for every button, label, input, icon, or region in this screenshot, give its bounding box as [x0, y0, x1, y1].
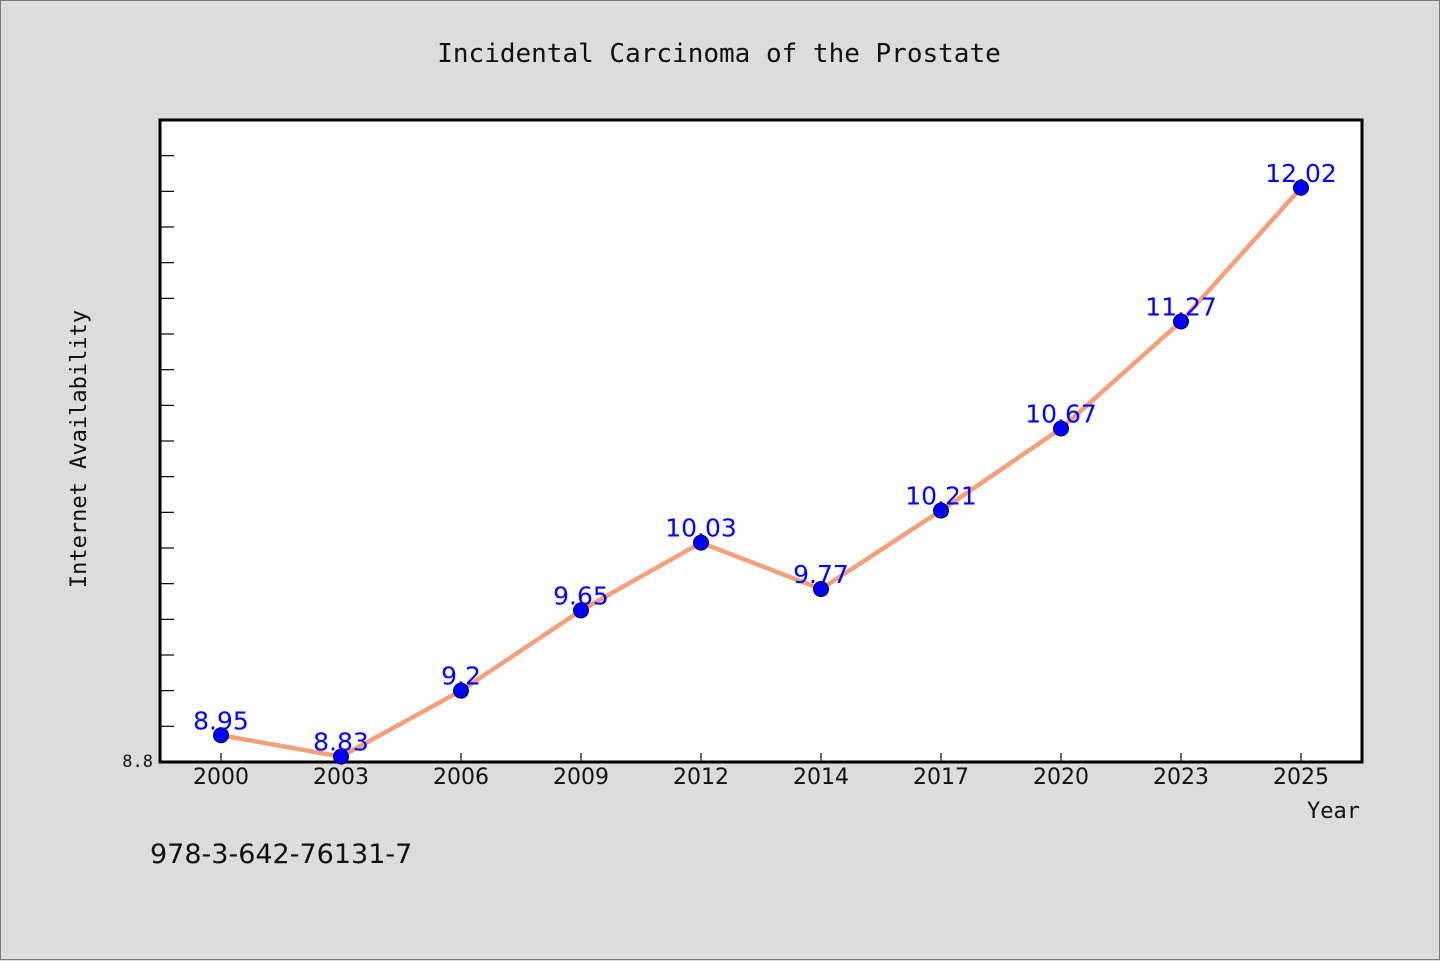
data-point: [213, 727, 229, 744]
y-axis-label: Internet Availability: [67, 310, 92, 588]
x-tick-label: 2020: [1033, 765, 1089, 790]
data-label: 9.65: [553, 581, 609, 610]
x-tick-label: 2023: [1153, 765, 1209, 790]
data-label: 10.03: [665, 514, 737, 543]
data-point: [1293, 179, 1309, 196]
data-point: [933, 502, 949, 519]
data-label-group: 8.95 8.83 9.2 9.65 10.03 9.77 10.21 10.67 11.27 1…: [193, 159, 1337, 757]
x-tick-label: 2003: [313, 765, 369, 790]
data-label: 11.27: [1145, 293, 1217, 322]
data-label: 9.77: [793, 560, 849, 589]
x-tick-label: 2006: [433, 765, 489, 790]
chart-title: Incidental Carcinoma of the Prostate: [437, 39, 1001, 69]
y-axis-ticks: [160, 119, 174, 763]
x-tick-label: 2025: [1273, 765, 1329, 790]
data-point: [693, 534, 709, 551]
data-point: [453, 682, 469, 699]
data-point: [813, 581, 829, 598]
footer-code: 978-3-642-76131-7: [150, 839, 412, 870]
data-point: [1053, 420, 1069, 437]
data-label: 10.67: [1025, 400, 1097, 429]
data-label: 10.21: [905, 482, 977, 511]
plot-area: [158, 118, 1364, 764]
x-tick-label: 2014: [793, 765, 849, 790]
data-point: [333, 748, 349, 765]
data-label: 8.83: [313, 728, 369, 757]
series-group: [213, 179, 1309, 765]
data-label: 8.95: [193, 706, 249, 735]
data-label: 12.02: [1265, 159, 1337, 188]
series-line: [218, 185, 1304, 759]
data-point: [1173, 313, 1189, 330]
x-tick-label: 2000: [193, 765, 249, 790]
x-axis-ticks: 2000 2003 2006 2009 2012 2014 2017 2020 2023 2025: [193, 753, 1329, 790]
x-tick-label: 2012: [673, 765, 729, 790]
x-axis-label: Year: [1307, 799, 1360, 824]
x-tick-label: 2017: [913, 765, 969, 790]
data-point: [573, 602, 589, 619]
data-label: 9.2: [441, 662, 481, 691]
x-tick-label: 2009: [553, 765, 609, 790]
y-tick-label-min: 8.8: [122, 752, 153, 772]
